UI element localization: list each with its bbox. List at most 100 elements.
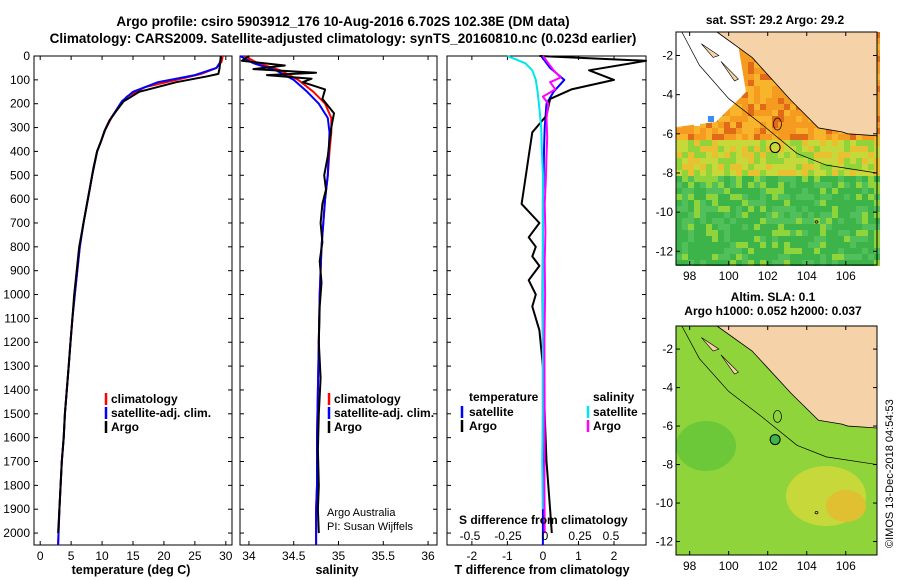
sst-cell: [694, 170, 700, 176]
sst-cell: [754, 218, 760, 224]
sst-cell: [844, 182, 850, 188]
sst-cell: [676, 164, 682, 170]
sst-cell: [796, 218, 802, 224]
sst-cell: [754, 170, 760, 176]
sst-cell: [748, 212, 754, 218]
sst-cell: [712, 200, 718, 206]
sst-cell: [736, 230, 742, 236]
sst-cell: [814, 128, 820, 134]
sst-cell: [856, 248, 862, 254]
sst-cell: [706, 224, 712, 230]
sst-cell: [850, 218, 856, 224]
sst-cell: [778, 224, 784, 230]
sst-cell: [730, 110, 736, 116]
sst-cell: [796, 194, 802, 200]
sst-cell: [784, 218, 790, 224]
sst-cell: [742, 80, 748, 86]
sst-cell: [754, 158, 760, 164]
island: [701, 337, 720, 352]
sst-cell: [790, 134, 796, 140]
sst-cell: [766, 200, 772, 206]
sst-cell: [724, 218, 730, 224]
sst-cell: [790, 110, 796, 116]
sst-cell: [808, 170, 814, 176]
sst-cell: [868, 146, 874, 152]
sst-cell: [802, 188, 808, 194]
sst-cell: [706, 146, 712, 152]
sst-cell: [856, 194, 862, 200]
sst-cell: [682, 152, 688, 158]
sst-cell: [778, 104, 784, 110]
sst-cell: [766, 176, 772, 182]
sst-cell: [856, 230, 862, 236]
x-tick-label: 34.5: [282, 549, 306, 563]
sst-cell: [754, 140, 760, 146]
sst-cell: [700, 212, 706, 218]
sla-map-title-line2: Argo h1000: 0.052 h2000: 0.037: [684, 304, 862, 318]
sst-cell: [808, 176, 814, 182]
sst-cell: [862, 254, 868, 260]
sst-cell: [730, 230, 736, 236]
sst-cell: [688, 212, 694, 218]
sst-cell: [790, 158, 796, 164]
sst-cell: [820, 146, 826, 152]
sst-cell: [820, 158, 826, 164]
sst-cell: [790, 152, 796, 158]
sst-cell: [682, 146, 688, 152]
sst-cell: [808, 242, 814, 248]
sst-cell: [754, 152, 760, 158]
sst-cell: [832, 146, 838, 152]
sst-cell: [712, 182, 718, 188]
sst-cell: [706, 170, 712, 176]
sst-cell: [748, 254, 754, 260]
sst-cell: [754, 212, 760, 218]
sst-cell: [742, 110, 748, 116]
sst-cell: [748, 230, 754, 236]
sst-cell: [706, 218, 712, 224]
sst-cell: [682, 200, 688, 206]
sst-cell: [796, 242, 802, 248]
sst-cell: [676, 188, 682, 194]
sst-cell: [862, 248, 868, 254]
sst-cell: [778, 254, 784, 260]
sst-cell: [748, 116, 754, 122]
sst-cell: [682, 182, 688, 188]
sst-cell: [736, 134, 742, 140]
sst-cell: [766, 182, 772, 188]
sst-cell: [682, 170, 688, 176]
sst-cell: [706, 206, 712, 212]
sst-cell: [826, 140, 832, 146]
sst-cell: [820, 194, 826, 200]
sst-cell: [796, 206, 802, 212]
x-tick-label: 10: [95, 549, 109, 563]
sst-cell: [766, 230, 772, 236]
sst-cell: [676, 218, 682, 224]
sst-cell: [676, 140, 682, 146]
sst-cell: [742, 194, 748, 200]
sst-cell: [700, 128, 706, 134]
sst-cell: [736, 248, 742, 254]
sst-cell: [838, 140, 844, 146]
sst-cell: [676, 236, 682, 242]
sst-cell: [832, 260, 838, 266]
sst-cell: [754, 248, 760, 254]
bathymetry-contour: [681, 325, 878, 465]
sst-cell: [790, 212, 796, 218]
sst-cell: [730, 248, 736, 254]
sst-cell: [838, 188, 844, 194]
sst-cell: [754, 188, 760, 194]
sst-cell: [796, 224, 802, 230]
sst-cell: [694, 164, 700, 170]
sst-cell: [760, 140, 766, 146]
sst-cell: [706, 158, 712, 164]
legend-argo-label: Argo: [334, 420, 362, 434]
sst-cell: [682, 224, 688, 230]
sst-cell: [796, 236, 802, 242]
sst-cell: [820, 152, 826, 158]
sst-cell: [712, 206, 718, 212]
lat-tick-label: -8: [662, 166, 673, 180]
sst-cell: [724, 242, 730, 248]
temperature-panel: 0 5 10 15 20 25 30: [33, 55, 233, 563]
sst-cell: [748, 122, 754, 128]
sst-cell: [826, 146, 832, 152]
